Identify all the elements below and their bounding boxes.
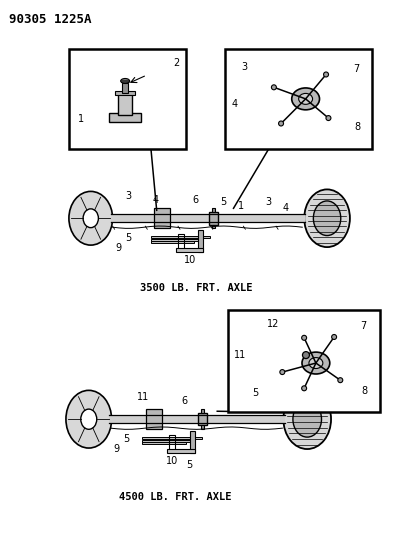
Bar xyxy=(69,49,186,149)
Ellipse shape xyxy=(309,358,323,368)
Bar xyxy=(142,437,202,439)
Text: 4: 4 xyxy=(152,196,158,205)
Bar xyxy=(154,208,170,228)
Bar xyxy=(151,241,195,243)
Text: 10: 10 xyxy=(184,255,196,265)
Ellipse shape xyxy=(302,386,307,391)
Bar xyxy=(190,431,195,453)
Text: 6: 6 xyxy=(193,196,199,205)
Text: 12: 12 xyxy=(267,319,280,329)
Ellipse shape xyxy=(303,352,309,359)
Ellipse shape xyxy=(302,352,330,374)
Text: 1: 1 xyxy=(78,114,84,124)
Ellipse shape xyxy=(272,85,276,90)
Bar xyxy=(228,310,380,412)
Text: 5: 5 xyxy=(125,233,132,243)
Bar xyxy=(142,442,185,444)
Ellipse shape xyxy=(121,78,130,84)
Ellipse shape xyxy=(280,369,285,375)
Bar xyxy=(201,425,204,429)
Text: 1: 1 xyxy=(239,201,244,211)
Text: 11: 11 xyxy=(137,392,149,402)
Ellipse shape xyxy=(323,72,329,77)
Text: 3500 LB. FRT. AXLE: 3500 LB. FRT. AXLE xyxy=(140,283,252,293)
Bar xyxy=(151,239,202,240)
Text: 9: 9 xyxy=(114,444,119,454)
Text: 5: 5 xyxy=(187,460,193,470)
Ellipse shape xyxy=(326,116,331,120)
Bar xyxy=(198,413,207,425)
Text: 9: 9 xyxy=(116,243,121,253)
Text: 90305 1225A: 90305 1225A xyxy=(9,13,92,26)
Text: 3: 3 xyxy=(265,197,271,207)
Text: 5: 5 xyxy=(252,388,259,398)
Text: 11: 11 xyxy=(233,350,246,360)
Bar xyxy=(167,449,195,453)
Ellipse shape xyxy=(81,409,97,429)
Ellipse shape xyxy=(292,88,320,110)
Ellipse shape xyxy=(293,401,321,437)
Ellipse shape xyxy=(279,121,283,126)
Ellipse shape xyxy=(338,378,343,383)
Bar xyxy=(108,415,285,423)
Text: 4500 LB. FRT. AXLE: 4500 LB. FRT. AXLE xyxy=(119,492,231,502)
Text: 5: 5 xyxy=(123,434,130,444)
Text: 7: 7 xyxy=(361,321,367,330)
Ellipse shape xyxy=(302,335,307,340)
Text: 6: 6 xyxy=(182,397,187,406)
Text: 3: 3 xyxy=(242,62,248,72)
Bar xyxy=(198,230,204,252)
Bar xyxy=(209,212,218,224)
Ellipse shape xyxy=(304,189,350,247)
Bar xyxy=(201,409,204,413)
Text: 8: 8 xyxy=(362,386,368,396)
Text: 8: 8 xyxy=(355,122,361,132)
Text: 4: 4 xyxy=(282,203,288,213)
Bar xyxy=(115,91,135,95)
Bar xyxy=(225,49,372,149)
Text: 3: 3 xyxy=(125,191,132,201)
Text: 5: 5 xyxy=(220,197,227,207)
Ellipse shape xyxy=(299,93,312,104)
Text: 2: 2 xyxy=(173,58,179,68)
Bar xyxy=(212,224,215,228)
Ellipse shape xyxy=(313,201,341,236)
Ellipse shape xyxy=(332,335,336,340)
Ellipse shape xyxy=(83,209,98,228)
Bar xyxy=(122,83,128,93)
Bar xyxy=(151,236,210,238)
Text: 7: 7 xyxy=(353,64,359,74)
Ellipse shape xyxy=(283,389,331,449)
Bar xyxy=(178,234,184,250)
Bar xyxy=(142,440,194,441)
Ellipse shape xyxy=(69,191,113,245)
Bar xyxy=(118,93,132,115)
Bar xyxy=(176,248,204,252)
Ellipse shape xyxy=(66,390,112,448)
Text: 10: 10 xyxy=(166,456,178,466)
Bar xyxy=(109,113,141,122)
Bar xyxy=(169,435,175,451)
Bar xyxy=(146,409,162,429)
Text: 4: 4 xyxy=(231,99,238,109)
Bar xyxy=(110,214,305,222)
Bar xyxy=(212,208,215,212)
